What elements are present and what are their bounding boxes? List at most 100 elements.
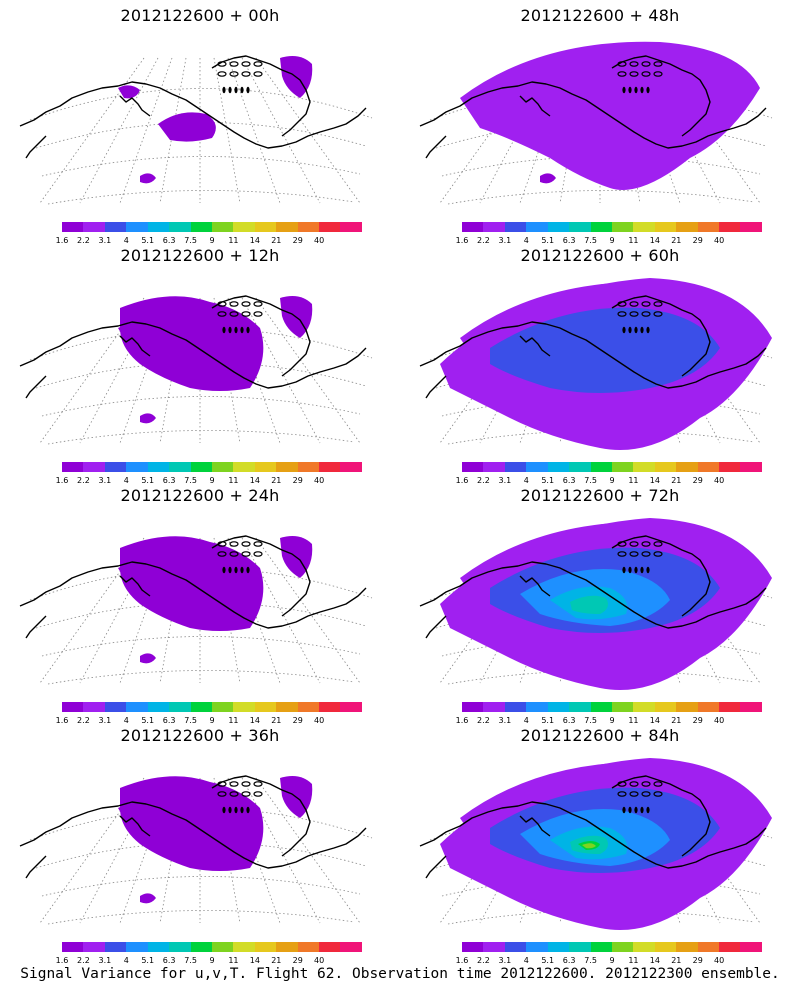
colorbar-tick-label: 9 [609, 476, 615, 485]
map-panel: 2012122600 + 12h 1.6 2.2 3.1 4 5.1 6.3 7.5 9 11 14… [0, 240, 400, 485]
colorbar-segment [254, 942, 277, 952]
colorbar-tick-label: 5.1 [541, 476, 555, 485]
colorbar-segment [62, 942, 84, 952]
colorbar-tick-label: 21 [671, 716, 682, 725]
colorbar-tick-label: 11 [628, 236, 639, 245]
colorbar [462, 462, 762, 472]
colorbar-tick-label: 1.6 [455, 476, 469, 485]
variance-field [440, 278, 772, 450]
polar-stereographic-map [419, 278, 773, 450]
colorbar-tick-label: 5.1 [141, 236, 155, 245]
colorbar-tick-label: 14 [649, 236, 660, 245]
variance-contour [140, 413, 156, 424]
colorbar-segment [104, 462, 127, 472]
colorbar-segment [462, 462, 484, 472]
colorbar-tick-label: 29 [292, 476, 303, 485]
colorbar-segment [697, 462, 720, 472]
colorbar-segment [504, 942, 527, 952]
colorbar-segment [276, 222, 298, 232]
colorbar-segment [276, 462, 298, 472]
colorbar-segment [719, 222, 741, 232]
colorbar-tick-label: 3.1 [98, 716, 112, 725]
panel-title: 2012122600 + 00h [120, 6, 280, 25]
colorbar-segment [719, 702, 741, 712]
colorbar-tick-label: 14 [649, 476, 660, 485]
colorbar-segment [340, 222, 362, 232]
colorbar-segment [62, 462, 84, 472]
colorbar-segment [462, 942, 484, 952]
colorbar-tick-label: 40 [714, 236, 725, 245]
colorbar-segment [611, 942, 634, 952]
colorbar-segment [319, 702, 341, 712]
colorbar-tick-label: 21 [671, 236, 682, 245]
colorbar-tick-label: 4 [523, 716, 529, 725]
colorbar-tick-label: 1.6 [455, 236, 469, 245]
colorbar-tick-label: 4 [123, 956, 129, 965]
colorbar-tick-label: 2.2 [77, 956, 90, 965]
colorbar-segment [526, 222, 548, 232]
map-panel: 2012122600 + 00h 1.6 2.2 3.1 4 5.1 6.3 7.5 9 11 14… [0, 0, 400, 245]
colorbar-tick-label: 4 [123, 236, 129, 245]
colorbar-tick-label: 7.5 [184, 236, 197, 245]
colorbar-segment [676, 942, 698, 952]
colorbar-segment [190, 702, 212, 712]
variance-contour [140, 893, 156, 904]
colorbar-tick-label: 9 [209, 956, 215, 965]
colorbar-segment [297, 462, 320, 472]
colorbar-tick-label: 5.1 [141, 476, 155, 485]
variance-contour [158, 112, 216, 142]
colorbar-segment [147, 942, 170, 952]
colorbar-segment [276, 702, 298, 712]
colorbar [462, 942, 762, 952]
colorbar-tick-label: 6.3 [562, 236, 576, 245]
colorbar-tick-label: 40 [314, 956, 325, 965]
colorbar-tick-label: 9 [209, 716, 215, 725]
colorbar-tick-label: 2.2 [477, 236, 490, 245]
colorbar-segment [104, 222, 127, 232]
colorbar-segment [233, 702, 255, 712]
colorbar-segment [340, 702, 362, 712]
colorbar-tick-label: 21 [271, 716, 282, 725]
colorbar-segment [211, 462, 234, 472]
colorbar-segment [319, 222, 341, 232]
colorbar [62, 222, 362, 232]
colorbar-tick-label: 3.1 [498, 716, 512, 725]
colorbar-segment [676, 222, 698, 232]
colorbar-segment [254, 462, 277, 472]
map-panel: 2012122600 + 84h 1.6 2.2 3.1 4 5.1 6.3 7.5 9 11 14… [400, 720, 800, 965]
colorbar-segment [740, 702, 762, 712]
panel-title: 2012122600 + 72h [520, 486, 680, 505]
colorbar [462, 702, 762, 712]
coastline [19, 295, 367, 399]
colorbar-tick-label: 21 [271, 236, 282, 245]
colorbar-segment [83, 462, 105, 472]
coastline [419, 55, 767, 159]
colorbar-tick-label: 2.2 [77, 236, 90, 245]
colorbar-tick-label: 11 [228, 956, 239, 965]
colorbar-tick-label: 21 [271, 476, 282, 485]
colorbar-segment [297, 702, 320, 712]
colorbar-tick-label: 7.5 [584, 236, 597, 245]
colorbar-segment [654, 942, 677, 952]
colorbar-tick-label: 4 [123, 476, 129, 485]
colorbar [62, 942, 362, 952]
colorbar-segment [233, 222, 255, 232]
coastline [419, 295, 767, 399]
map-panel: 2012122600 + 24h 1.6 2.2 3.1 4 5.1 6.3 7.5 9 11 14… [0, 480, 400, 725]
colorbar-segment [297, 222, 320, 232]
colorbar-segment [611, 462, 634, 472]
colorbar-segment [547, 462, 570, 472]
colorbar-tick-label: 7.5 [584, 716, 597, 725]
colorbar-segment [719, 942, 741, 952]
colorbar-segment [147, 462, 170, 472]
polar-stereographic-map [19, 295, 373, 445]
colorbar-tick-label: 14 [649, 716, 660, 725]
colorbar-segment [483, 222, 505, 232]
colorbar-tick-label: 14 [249, 956, 260, 965]
colorbar-segment [104, 942, 127, 952]
colorbar-tick-label: 6.3 [162, 716, 176, 725]
colorbar-segment [547, 222, 570, 232]
colorbar-tick-label: 7.5 [584, 476, 597, 485]
colorbar-segment [62, 702, 84, 712]
colorbar-segment [633, 462, 655, 472]
